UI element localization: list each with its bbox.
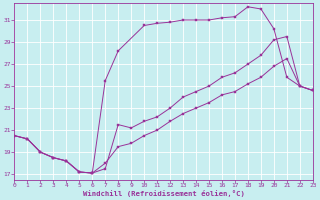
X-axis label: Windchill (Refroidissement éolien,°C): Windchill (Refroidissement éolien,°C) bbox=[83, 190, 244, 197]
